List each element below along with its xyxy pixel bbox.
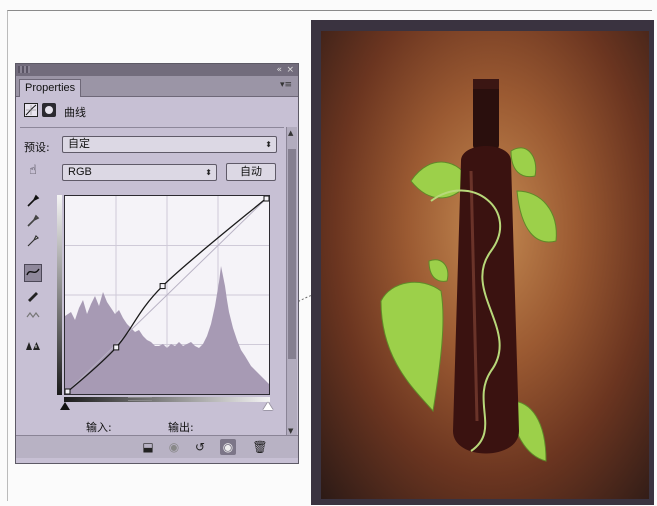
curve-control-point[interactable]: [64, 388, 71, 395]
input-label: 输入:: [86, 421, 112, 434]
panel-bottom-bar: ⬓ ◉ ↺ ◉ 🗑: [16, 435, 298, 458]
curves-graph[interactable]: [64, 195, 270, 395]
channel-value: RGB: [68, 166, 92, 178]
smooth-icon[interactable]: [24, 308, 42, 326]
panel-resize-handle[interactable]: [128, 397, 152, 401]
preset-value: 自定: [68, 138, 90, 150]
reset-icon[interactable]: ↺: [194, 440, 206, 454]
curve-control-point[interactable]: [113, 344, 120, 351]
curve-line: [64, 195, 270, 395]
histogram: [65, 266, 269, 394]
photo-frame: [311, 20, 654, 505]
chevron-updown-icon: ⬍: [265, 140, 272, 149]
targeted-adjust-icon[interactable]: ☝: [29, 163, 37, 178]
scroll-down-icon[interactable]: ▼: [288, 427, 294, 435]
header-divider: [20, 127, 284, 128]
channel-select[interactable]: RGB ⬍: [62, 164, 217, 181]
curve-control-point[interactable]: [159, 283, 166, 290]
black-point-slider[interactable]: [60, 402, 70, 410]
preset-select[interactable]: 自定 ⬍: [62, 136, 277, 153]
tab-properties[interactable]: Properties: [19, 79, 82, 97]
eyedropper-black-icon[interactable]: [24, 194, 42, 212]
panel-menu-icon[interactable]: ▾≡: [279, 80, 292, 90]
clipping-warning-icon[interactable]: [24, 338, 42, 356]
visibility-icon[interactable]: ◉: [220, 439, 236, 455]
panel-scrollbar[interactable]: ▲ ▼: [286, 127, 297, 437]
auto-button[interactable]: 自动: [226, 163, 276, 181]
output-label: 输出:: [168, 421, 194, 434]
eye-previous-icon[interactable]: ◉: [168, 440, 180, 454]
photo-illustration: [380, 79, 557, 462]
curves-adjustment-icon[interactable]: [24, 103, 38, 117]
curves-plot[interactable]: [64, 195, 270, 395]
output-gradient-bar: [57, 195, 62, 395]
layer-mask-icon[interactable]: [42, 103, 56, 117]
white-point-slider[interactable]: [263, 402, 273, 410]
wine-bottle-photo: [321, 31, 649, 499]
curve-point-icon[interactable]: [24, 264, 42, 282]
clip-to-layer-icon[interactable]: ⬓: [142, 440, 154, 454]
panel-grip-icon[interactable]: [18, 66, 30, 73]
figure-frame: [7, 10, 652, 501]
trash-icon[interactable]: 🗑: [252, 440, 268, 454]
panel-title-bar[interactable]: « ×: [16, 64, 298, 76]
pencil-icon[interactable]: [24, 288, 42, 306]
adjustment-title: 曲线: [64, 106, 86, 119]
properties-panel: « × Properties ▾≡ 曲线 预设: 自定 ⬍ ☝ RGB ⬍ 自动: [15, 63, 299, 464]
curve-control-point[interactable]: [263, 195, 270, 202]
close-icon[interactable]: ×: [286, 65, 294, 75]
scroll-up-icon[interactable]: ▲: [288, 129, 294, 137]
input-gradient-bar: [64, 397, 270, 402]
panel-tab-row: Properties ▾≡: [16, 76, 298, 97]
preset-label: 预设:: [24, 141, 50, 154]
eyedropper-gray-icon[interactable]: [24, 214, 42, 232]
scrollbar-thumb[interactable]: [288, 149, 296, 359]
eyedropper-white-icon[interactable]: [24, 234, 42, 252]
chevron-updown-icon: ⬍: [205, 168, 212, 177]
collapse-icon[interactable]: «: [276, 65, 282, 75]
